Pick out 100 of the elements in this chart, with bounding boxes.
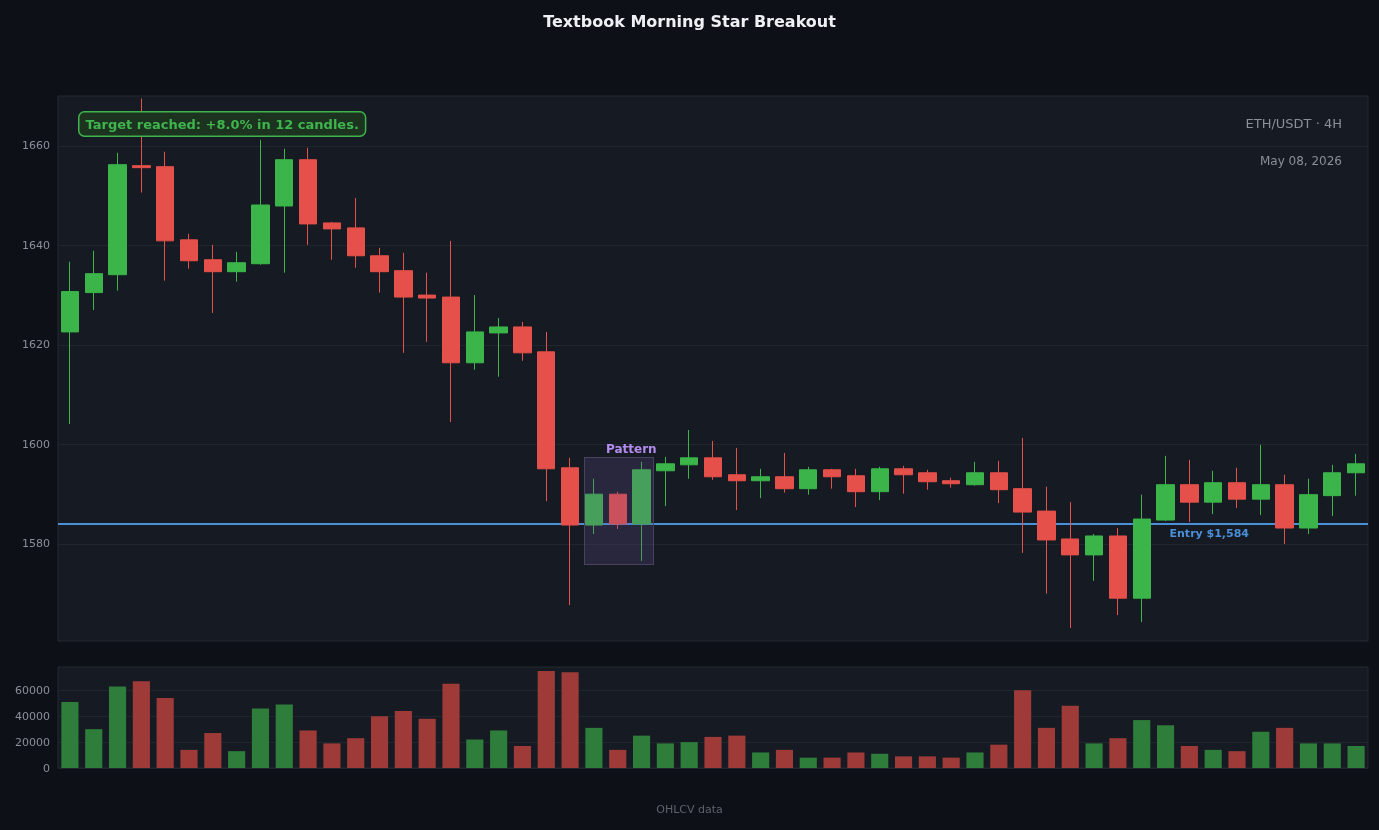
y-tick-label: 20000	[15, 735, 50, 749]
candlestick	[656, 456, 675, 507]
bar	[347, 738, 365, 768]
candlestick	[680, 429, 698, 480]
chart-title: Textbook Morning Star Breakout	[543, 11, 837, 31]
bar	[1109, 738, 1127, 768]
bar	[394, 711, 412, 768]
candlestick	[466, 294, 484, 371]
candlestick	[823, 468, 841, 490]
bar	[85, 729, 103, 768]
candlestick	[537, 331, 555, 502]
candlestick	[489, 317, 508, 378]
annotation: ETH/USDT · 4H	[1245, 116, 1343, 131]
candlestick	[1228, 467, 1246, 509]
bar	[1156, 725, 1175, 768]
bar	[513, 745, 532, 768]
bar	[108, 686, 127, 768]
bar	[1228, 751, 1246, 768]
bar	[1014, 690, 1032, 768]
bar	[871, 753, 889, 768]
candlestick	[180, 233, 198, 270]
candlestick	[632, 461, 651, 562]
bar	[132, 681, 150, 768]
candlestick	[61, 261, 79, 425]
bar	[799, 757, 817, 768]
candlestick	[990, 460, 1008, 504]
annotation: May 08, 2026	[1259, 154, 1342, 168]
bar	[609, 749, 627, 768]
candlestick	[370, 247, 389, 294]
candlestick	[1037, 486, 1056, 595]
y-tick-label: 1660	[22, 139, 50, 153]
candlestick	[394, 252, 413, 354]
bar	[204, 733, 222, 768]
bar	[1037, 727, 1056, 768]
bar	[728, 735, 746, 768]
candlestick	[561, 457, 579, 606]
bar	[847, 752, 865, 768]
candlestick	[251, 139, 270, 266]
candlestick	[775, 452, 794, 494]
candlestick	[799, 466, 817, 496]
bar	[1276, 727, 1294, 768]
bar	[704, 736, 722, 768]
candlestick	[1204, 470, 1222, 515]
bar	[680, 742, 698, 768]
bar	[1323, 743, 1341, 768]
candlestick	[847, 468, 865, 508]
candlestick	[513, 321, 532, 362]
bar	[1133, 720, 1151, 768]
annotation: Target reached: +8.0% in 12 candles.	[85, 116, 359, 132]
bar	[1204, 749, 1222, 768]
text: OHLCV data	[656, 803, 723, 816]
candlestick	[275, 148, 293, 274]
y-tick-label: 60000	[15, 683, 50, 697]
candlestick	[1013, 437, 1032, 554]
bar	[894, 756, 913, 768]
bar	[251, 708, 270, 768]
candlestick	[585, 478, 603, 535]
bar	[156, 698, 174, 768]
candlestick	[704, 440, 722, 481]
candlestick	[323, 221, 341, 261]
bar	[1299, 743, 1318, 768]
candlestick	[871, 466, 889, 501]
bar	[585, 727, 603, 768]
candlestick	[1061, 501, 1079, 629]
y-tick-label: 1640	[22, 238, 50, 252]
candlestick	[418, 272, 436, 343]
candlestick	[894, 465, 913, 495]
candlestick	[1180, 459, 1199, 523]
bar	[275, 704, 293, 768]
bar	[1085, 743, 1103, 768]
candlestick	[1252, 444, 1270, 516]
bar	[942, 757, 960, 768]
candlestick	[918, 469, 937, 491]
candlestick	[1109, 527, 1127, 616]
annotation: Pattern	[606, 442, 657, 456]
bar	[418, 718, 436, 768]
bar	[442, 683, 460, 768]
candlestick	[1085, 533, 1103, 582]
y-tick-label: 1600	[22, 437, 50, 451]
bar	[823, 757, 841, 768]
y-tick-label: 40000	[15, 709, 50, 723]
candlestick	[1133, 494, 1151, 623]
bar	[1347, 745, 1365, 768]
bar	[966, 752, 984, 768]
candlestick	[966, 461, 984, 487]
candlestick	[156, 151, 174, 282]
candlestick	[85, 250, 103, 311]
candlestick	[442, 240, 460, 423]
candlestick	[1299, 478, 1318, 535]
candlestick	[204, 244, 222, 314]
bar	[752, 752, 770, 768]
bar	[1180, 745, 1198, 768]
candlestick	[108, 152, 127, 292]
bar	[370, 716, 389, 768]
y-tick-label: 0	[43, 761, 50, 775]
bar	[990, 744, 1008, 768]
bar	[632, 735, 651, 768]
y-tick-label: 1620	[22, 338, 50, 352]
ref-line-label: Entry $1,584	[1169, 527, 1250, 541]
bar	[918, 756, 936, 768]
